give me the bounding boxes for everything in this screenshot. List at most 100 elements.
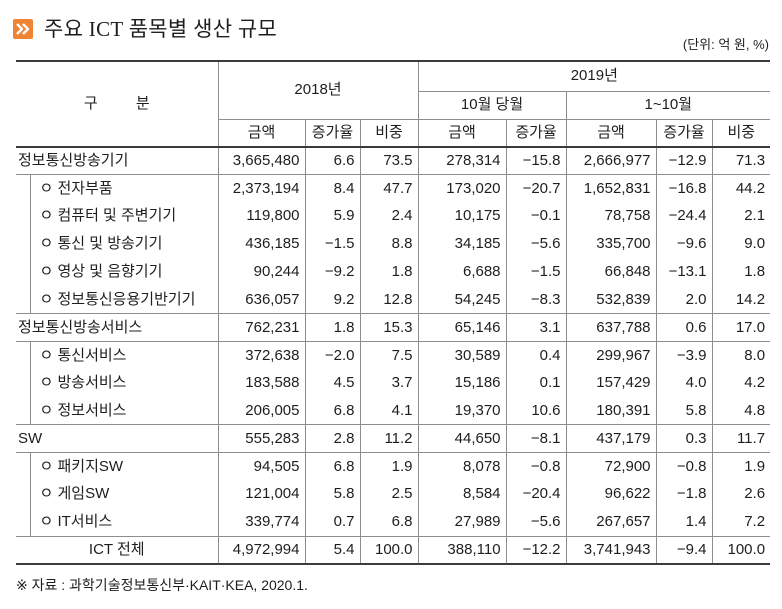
item-label: ㅇ 영상 및 음향기기 (29, 258, 219, 286)
growth-jan-oct-2019-cell: −12.9 (655, 146, 713, 176)
share-2018-cell: 1.9 (359, 452, 419, 481)
growth-2018-cell: 8.4 (304, 174, 361, 203)
amount-2018-cell: 436,185 (217, 230, 306, 259)
group-label: 정보통신방송기기 (16, 146, 219, 176)
item-row: ㅇ 방송서비스 183,588 4.5 3.7 15,186 0.1 157,429 4.0 4… (16, 369, 771, 398)
amount-jan-oct-2019-cell: 3,741,943 (565, 535, 657, 565)
growth-2018-cell: 0.7 (304, 508, 361, 537)
indent-cell (16, 452, 31, 481)
group-row: SW 555,283 2.8 11.2 44,650 −8.1 437,179 0.3 11.7 (16, 424, 771, 454)
jan-oct-header: 1~10월 (565, 90, 771, 120)
growth-oct-2019-cell: −5.6 (505, 230, 567, 259)
amount-jan-oct-2019-cell: 96,622 (565, 480, 657, 509)
amount-2018-cell: 555,283 (217, 424, 306, 454)
amount-oct-2019-cell: 34,185 (417, 230, 507, 259)
table-body: 정보통신방송기기 3,665,480 6.6 73.5 278,314 −15.8 2,66… (16, 146, 771, 565)
indent-cell (16, 174, 31, 203)
growth-oct-2019-cell: −0.1 (505, 202, 567, 231)
share-jan-oct-2019-cell: 2.1 (711, 202, 771, 231)
amount-2018-cell: 372,638 (217, 341, 306, 370)
share-2018-cell: 2.5 (359, 480, 419, 509)
amount-2018-header: 금액 (217, 118, 306, 148)
item-row: ㅇ 정보서비스 206,005 6.8 4.1 19,370 10.6 180,391 5.8… (16, 397, 771, 425)
share-jan-oct-2019-cell: 9.0 (711, 230, 771, 259)
growth-oct-2019-cell: −12.2 (505, 535, 567, 565)
amount-2018-cell: 762,231 (217, 313, 306, 343)
share-2018-cell: 2.4 (359, 202, 419, 231)
growth-jan-oct-2019-cell: −9.6 (655, 230, 713, 259)
amount-jan-oct-2019-cell: 335,700 (565, 230, 657, 259)
production-table: 구 분 2018년 2019년 10월 당월 1~10월 금액 증가율 비중 금… (16, 60, 771, 565)
share-2018-cell: 6.8 (359, 508, 419, 537)
item-label: ㅇ 전자부품 (29, 174, 219, 203)
growth-jan-oct-2019-cell: −0.8 (655, 452, 713, 481)
item-label: ㅇ 방송서비스 (29, 369, 219, 398)
amount-jan-oct-2019-cell: 180,391 (565, 397, 657, 425)
growth-jan-oct-2019-cell: 5.8 (655, 397, 713, 425)
indent-cell (16, 397, 31, 425)
indent-cell (16, 285, 31, 314)
amount-jan-oct-2019-cell: 299,967 (565, 341, 657, 370)
growth-oct-2019-cell: −8.1 (505, 424, 567, 454)
growth-jan-oct-2019-cell: 2.0 (655, 285, 713, 314)
growth-2018-cell: 9.2 (304, 285, 361, 314)
amount-2018-cell: 2,373,194 (217, 174, 306, 203)
amount-oct-2019-cell: 173,020 (417, 174, 507, 203)
share-jan-oct-2019-cell: 14.2 (711, 285, 771, 314)
item-label: ㅇ 정보서비스 (29, 397, 219, 425)
growth-oct-2019-cell: 3.1 (505, 313, 567, 343)
amount-jan-oct-2019-cell: 267,657 (565, 508, 657, 537)
amount-oct-2019-cell: 27,989 (417, 508, 507, 537)
amount-2018-cell: 119,800 (217, 202, 306, 231)
item-label: ㅇ 정보통신응용기반기기 (29, 285, 219, 314)
growth-2018-cell: 2.8 (304, 424, 361, 454)
share-2018-cell: 3.7 (359, 369, 419, 398)
growth-oct-2019-cell: 10.6 (505, 397, 567, 425)
amount-jan-oct-2019-cell: 437,179 (565, 424, 657, 454)
amount-oct-2019-cell: 8,584 (417, 480, 507, 509)
amount-jan-oct-2019-cell: 157,429 (565, 369, 657, 398)
amount-jan-oct-2019-cell: 72,900 (565, 452, 657, 481)
share-jan-oct-2019-cell: 4.2 (711, 369, 771, 398)
amount-oct-2019-cell: 44,650 (417, 424, 507, 454)
amount-oct-2019-cell: 8,078 (417, 452, 507, 481)
growth-2018-cell: 5.4 (304, 535, 361, 565)
share-jan-oct-2019-cell: 1.9 (711, 452, 771, 481)
year-2019-header: 2019년 (417, 60, 771, 92)
page-title: 주요 ICT 품목별 생산 규모 (44, 17, 278, 41)
growth-2018-cell: 6.8 (304, 452, 361, 481)
item-label: ㅇ 게임SW (29, 480, 219, 509)
growth-2018-cell: 1.8 (304, 313, 361, 343)
share-2018-cell: 4.1 (359, 397, 419, 425)
share-jan-oct-2019-cell: 8.0 (711, 341, 771, 370)
amount-jan-oct-2019-cell: 78,758 (565, 202, 657, 231)
amount-2018-cell: 636,057 (217, 285, 306, 314)
amount-oct-2019-cell: 6,688 (417, 258, 507, 286)
amount-2018-cell: 4,972,994 (217, 535, 306, 565)
growth-2018-cell: −2.0 (304, 341, 361, 370)
share-2018-cell: 15.3 (359, 313, 419, 343)
growth-jan-oct-2019-cell: 0.6 (655, 313, 713, 343)
item-row: ㅇ IT서비스 339,774 0.7 6.8 27,989 −5.6 267,657 1.4… (16, 508, 771, 537)
share-jan-oct-2019-cell: 11.7 (711, 424, 771, 454)
indent-cell (16, 480, 31, 509)
category-header: 구 분 (16, 60, 219, 148)
amount-oct-2019-header: 금액 (417, 118, 507, 148)
amount-jan-oct-2019-cell: 637,788 (565, 313, 657, 343)
growth-oct-2019-header: 증가율 (505, 118, 567, 148)
amount-jan-oct-2019-cell: 1,652,831 (565, 174, 657, 203)
indent-cell (16, 230, 31, 259)
growth-jan-oct-2019-cell: −9.4 (655, 535, 713, 565)
item-row: ㅇ 전자부품 2,373,194 8.4 47.7 173,020 −20.7 1,652,… (16, 174, 771, 203)
group-label: 정보통신방송서비스 (16, 313, 219, 343)
title-bar: 주요 ICT 품목별 생산 규모 (13, 16, 277, 42)
amount-jan-oct-2019-header: 금액 (565, 118, 657, 148)
total-row: ICT 전체 4,972,994 5.4 100.0 388,110 −12.2 3,741… (16, 535, 771, 565)
group-row: 정보통신방송기기 3,665,480 6.6 73.5 278,314 −15.8 2,66… (16, 146, 771, 176)
year-2018-header: 2018년 (217, 60, 419, 120)
growth-oct-2019-cell: −5.6 (505, 508, 567, 537)
share-2018-cell: 11.2 (359, 424, 419, 454)
growth-oct-2019-cell: −20.4 (505, 480, 567, 509)
amount-oct-2019-cell: 65,146 (417, 313, 507, 343)
header-row-1: 구 분 2018년 2019년 (16, 60, 771, 148)
